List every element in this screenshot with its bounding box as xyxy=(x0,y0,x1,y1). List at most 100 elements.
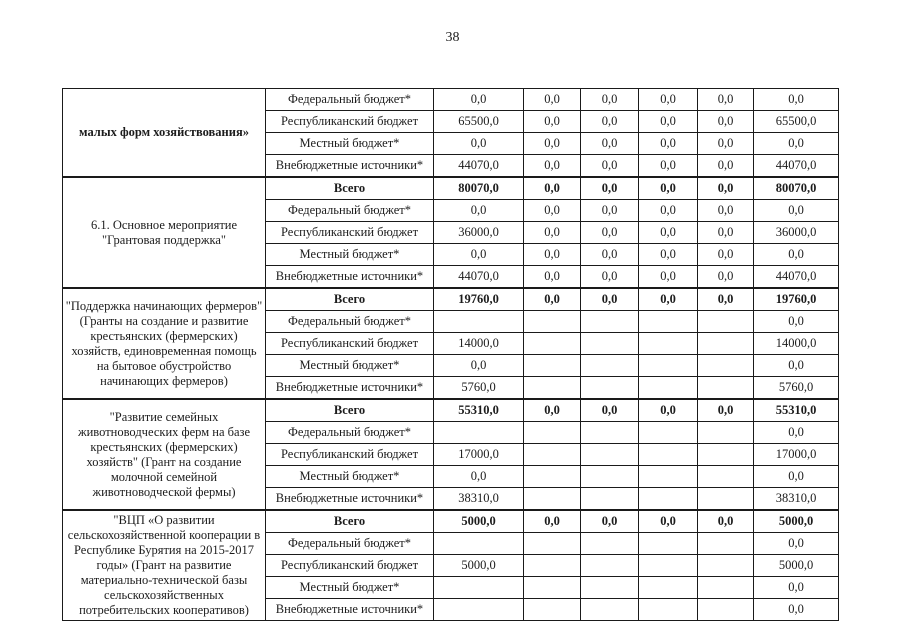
row-total-cell: 44070,0 xyxy=(753,265,839,289)
value-cell xyxy=(697,532,754,555)
value-cell xyxy=(697,421,754,444)
value-cell xyxy=(697,487,754,511)
value-cell xyxy=(580,354,639,377)
value-cell: 0,0 xyxy=(433,132,524,155)
row-total-cell: 44070,0 xyxy=(753,154,839,178)
table-row: Федеральный бюджет* 0,0 xyxy=(63,310,839,333)
value-cell xyxy=(697,332,754,355)
value-cell: 0,0 xyxy=(638,132,698,155)
budget-type-cell: Республиканский бюджет xyxy=(265,110,434,133)
budget-type-cell: Местный бюджет* xyxy=(265,243,434,266)
value-cell xyxy=(580,443,639,466)
value-cell: 0,0 xyxy=(523,199,581,222)
value-cell xyxy=(697,554,754,577)
value-cell: 65500,0 xyxy=(433,110,524,133)
row-total-cell: 36000,0 xyxy=(753,221,839,244)
value-cell xyxy=(638,532,698,555)
row-total-cell: 0,0 xyxy=(753,310,839,333)
value-cell xyxy=(580,332,639,355)
value-cell: 0,0 xyxy=(697,88,754,111)
table-row: Местный бюджет* 0,0 0,0 0,0 0,0 0,0 0,0 xyxy=(63,243,839,266)
value-cell: 0,0 xyxy=(697,154,754,178)
budget-type-cell: Федеральный бюджет* xyxy=(265,88,434,111)
section-label: "Развитие семейных животноводческих ферм… xyxy=(62,398,266,511)
value-cell: 0,0 xyxy=(697,110,754,133)
value-cell: 5000,0 xyxy=(433,509,524,533)
row-total-cell: 0,0 xyxy=(753,532,839,555)
total-row: "ВЦП «О развитии сельскохозяйственной ко… xyxy=(62,509,839,621)
budget-type-cell: Федеральный бюджет* xyxy=(265,421,434,444)
budget-type-cell: Внебюджетные источники* xyxy=(265,487,434,511)
section-label: "Поддержка начинающих фермеров" (Гранты … xyxy=(62,287,266,400)
value-cell xyxy=(523,487,581,511)
value-cell xyxy=(523,421,581,444)
row-total-cell: 55310,0 xyxy=(753,398,839,422)
table-row: Федеральный бюджет* 0,0 xyxy=(63,532,839,555)
value-cell: 0,0 xyxy=(580,243,639,266)
table-row: Федеральный бюджет* 0,0 xyxy=(63,421,839,444)
row-total-cell: 0,0 xyxy=(753,354,839,377)
value-cell xyxy=(638,487,698,511)
value-cell: 0,0 xyxy=(433,465,524,488)
budget-type-cell: Всего xyxy=(265,176,434,200)
value-cell xyxy=(523,554,581,577)
value-cell xyxy=(697,598,754,621)
section-label: малых форм хозяйствования» xyxy=(62,88,266,178)
budget-type-cell: Республиканский бюджет xyxy=(265,443,434,466)
row-total-cell: 17000,0 xyxy=(753,443,839,466)
value-cell xyxy=(580,576,639,599)
value-cell xyxy=(433,598,524,621)
value-cell: 0,0 xyxy=(697,132,754,155)
value-cell: 0,0 xyxy=(638,199,698,222)
value-cell xyxy=(580,598,639,621)
value-cell: 17000,0 xyxy=(433,443,524,466)
value-cell: 0,0 xyxy=(697,265,754,289)
budget-type-cell: Внебюджетные источники* xyxy=(265,376,434,400)
value-cell xyxy=(433,310,524,333)
table-row: Федеральный бюджет* 0,0 0,0 0,0 0,0 0,0 … xyxy=(63,199,839,222)
value-cell: 0,0 xyxy=(580,110,639,133)
row-total-cell: 0,0 xyxy=(753,465,839,488)
value-cell: 0,0 xyxy=(697,176,754,200)
budget-type-cell: Федеральный бюджет* xyxy=(265,532,434,555)
budget-type-cell: Всего xyxy=(265,509,434,533)
table-row: малых форм хозяйствования» Федеральный б… xyxy=(62,88,839,178)
value-cell xyxy=(523,532,581,555)
value-cell: 0,0 xyxy=(433,354,524,377)
value-cell xyxy=(638,576,698,599)
table-row: Внебюджетные источники* 44070,0 0,0 0,0 … xyxy=(63,154,839,178)
value-cell: 36000,0 xyxy=(433,221,524,244)
row-total-cell: 80070,0 xyxy=(753,176,839,200)
value-cell xyxy=(523,376,581,400)
value-cell: 0,0 xyxy=(638,243,698,266)
value-cell: 0,0 xyxy=(523,154,581,178)
value-cell xyxy=(697,443,754,466)
value-cell: 55310,0 xyxy=(433,398,524,422)
row-total-cell: 0,0 xyxy=(753,598,839,621)
budget-type-cell: Федеральный бюджет* xyxy=(265,310,434,333)
value-cell xyxy=(638,310,698,333)
value-cell: 0,0 xyxy=(697,243,754,266)
budget-type-cell: Местный бюджет* xyxy=(265,132,434,155)
value-cell xyxy=(580,532,639,555)
value-cell: 0,0 xyxy=(697,221,754,244)
budget-type-cell: Местный бюджет* xyxy=(265,354,434,377)
value-cell xyxy=(523,332,581,355)
budget-type-cell: Внебюджетные источники* xyxy=(265,154,434,178)
value-cell: 5000,0 xyxy=(433,554,524,577)
value-cell: 44070,0 xyxy=(433,265,524,289)
value-cell: 0,0 xyxy=(580,154,639,178)
value-cell: 0,0 xyxy=(580,199,639,222)
row-total-cell: 5760,0 xyxy=(753,376,839,400)
table-row: Республиканский бюджет 5000,0 5000,0 xyxy=(63,554,839,577)
value-cell: 0,0 xyxy=(523,110,581,133)
value-cell: 0,0 xyxy=(523,132,581,155)
row-total-cell: 0,0 xyxy=(753,199,839,222)
value-cell: 0,0 xyxy=(580,132,639,155)
value-cell xyxy=(433,421,524,444)
value-cell xyxy=(638,598,698,621)
table-row: Местный бюджет* 0,0 0,0 0,0 0,0 0,0 0,0 xyxy=(63,132,839,155)
budget-type-cell: Федеральный бюджет* xyxy=(265,199,434,222)
value-cell xyxy=(638,465,698,488)
